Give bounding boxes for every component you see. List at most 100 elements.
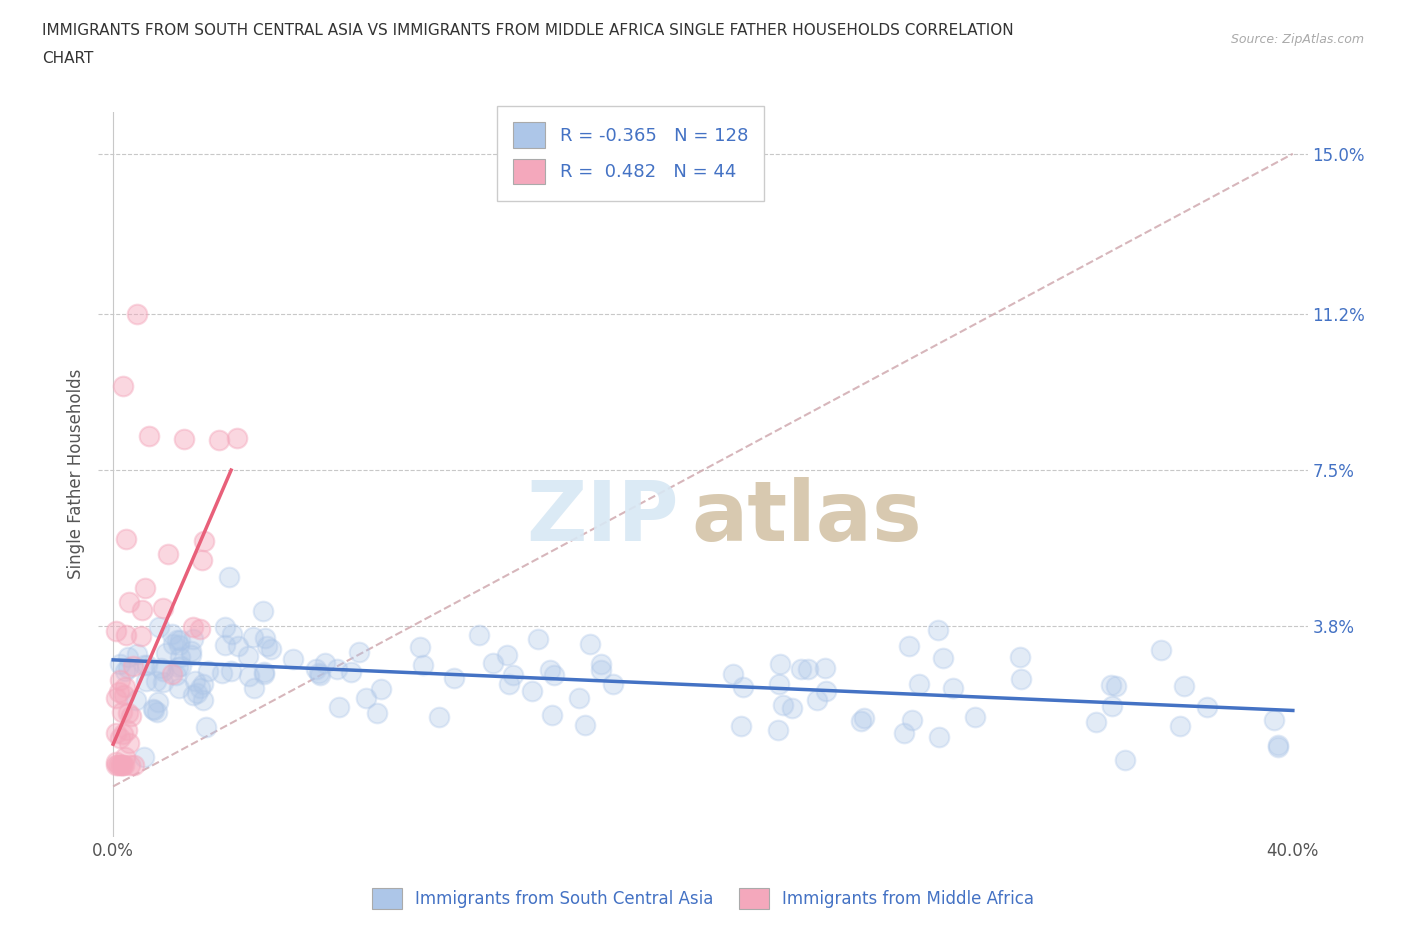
Point (112, 687, 135, 702)
Point (218, 570, 240, 585)
Point (115, 628, 138, 643)
Point (502, 668, 524, 683)
Point (186, 685, 208, 700)
Point (167, 638, 190, 653)
Point (260, 642, 283, 657)
Point (543, 668, 565, 683)
Point (522, 684, 544, 699)
Point (238, 669, 260, 684)
Point (1101, 698, 1123, 713)
Point (1150, 643, 1173, 658)
Point (132, 658, 155, 672)
Point (931, 651, 953, 666)
Point (129, 629, 152, 644)
Point (191, 693, 214, 708)
Point (160, 627, 183, 642)
Point (443, 671, 465, 685)
Point (721, 667, 744, 682)
Point (730, 719, 752, 734)
Point (1085, 715, 1108, 730)
Point (928, 730, 950, 745)
Point (325, 661, 347, 676)
Point (173, 432, 195, 446)
Point (146, 704, 169, 719)
Point (412, 658, 434, 672)
Point (105, 725, 128, 740)
Point (214, 620, 236, 635)
Point (111, 758, 134, 773)
Point (214, 637, 236, 652)
Point (253, 665, 276, 680)
Text: IMMIGRANTS FROM SOUTH CENTRAL ASIA VS IMMIGRANTS FROM MIDDLE AFRICA SINGLE FATHE: IMMIGRANTS FROM SOUTH CENTRAL ASIA VS IM… (42, 23, 1014, 38)
Text: Source: ZipAtlas.com: Source: ZipAtlas.com (1230, 33, 1364, 46)
Point (1173, 678, 1195, 693)
Point (898, 639, 921, 654)
Point (482, 656, 505, 671)
Point (236, 648, 259, 663)
Point (152, 674, 174, 689)
Point (157, 546, 180, 561)
Point (165, 668, 187, 683)
Point (211, 665, 233, 680)
Point (254, 631, 277, 645)
Point (183, 687, 205, 702)
Point (105, 754, 128, 769)
Point (541, 707, 564, 722)
Legend: Immigrants from South Central Asia, Immigrants from Middle Africa: Immigrants from South Central Asia, Immi… (364, 880, 1042, 917)
Point (145, 674, 167, 689)
Point (114, 680, 136, 695)
Point (806, 693, 828, 708)
Point (105, 758, 128, 773)
Legend: R = -0.365   N = 128, R =  0.482   N = 44: R = -0.365 N = 128, R = 0.482 N = 44 (496, 106, 765, 201)
Point (111, 704, 134, 719)
Point (731, 680, 754, 695)
Point (927, 623, 949, 638)
Point (134, 580, 156, 595)
Point (591, 657, 613, 671)
Point (1263, 712, 1285, 727)
Point (1008, 650, 1031, 665)
Point (111, 379, 134, 393)
Point (814, 661, 837, 676)
Point (208, 432, 231, 447)
Point (308, 666, 330, 681)
Point (117, 594, 139, 609)
Point (366, 706, 388, 721)
Point (496, 647, 519, 662)
Point (114, 664, 136, 679)
Point (121, 658, 143, 673)
Point (768, 676, 790, 691)
Text: atlas: atlas (690, 477, 922, 558)
Point (125, 307, 148, 322)
Point (108, 758, 131, 773)
Point (256, 638, 278, 653)
Point (107, 758, 129, 773)
Point (797, 662, 820, 677)
Point (526, 631, 548, 646)
Point (167, 681, 190, 696)
Point (1267, 737, 1289, 752)
Point (184, 673, 207, 688)
Point (468, 628, 491, 643)
Point (105, 690, 128, 705)
Point (108, 684, 131, 699)
Point (498, 677, 520, 692)
Point (283, 652, 305, 667)
Point (780, 701, 803, 716)
Point (117, 706, 139, 721)
Point (815, 684, 838, 698)
Point (853, 711, 876, 725)
Point (122, 758, 145, 773)
Point (252, 604, 274, 618)
Point (1114, 752, 1136, 767)
Point (339, 665, 361, 680)
Point (180, 644, 202, 658)
Point (243, 681, 266, 696)
Point (1168, 719, 1191, 734)
Point (901, 712, 924, 727)
Point (315, 656, 337, 671)
Point (181, 631, 204, 646)
Y-axis label: Single Father Households: Single Father Households (66, 369, 84, 579)
Point (851, 713, 873, 728)
Point (169, 633, 191, 648)
